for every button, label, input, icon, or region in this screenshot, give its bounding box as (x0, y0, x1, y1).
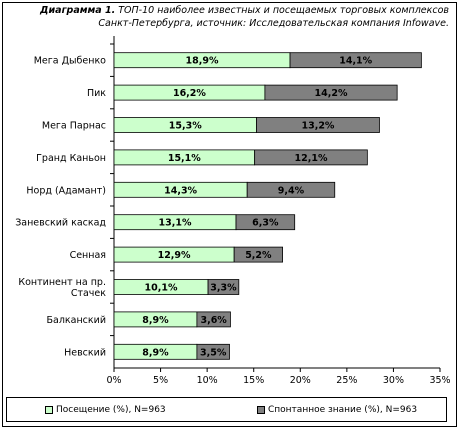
bar-awareness (196, 311, 231, 328)
category-label: Мега Парнас (42, 121, 106, 132)
bar-awareness (256, 117, 380, 133)
data-label-awareness: 3,5% (200, 347, 227, 358)
bar-awareness (235, 214, 296, 231)
data-label-awareness: 3,3% (210, 283, 237, 294)
x-tick-label: 15% (243, 375, 264, 386)
legend-item-visits: Посещение (%), N=963 (45, 405, 166, 415)
x-tick-label: 25% (336, 375, 357, 386)
category-label: Пик (87, 88, 106, 99)
category-label: Сенная (70, 250, 106, 261)
x-tick-label: 20% (290, 375, 311, 386)
data-label-awareness: 14,1% (339, 56, 372, 67)
bar-awareness (196, 343, 230, 360)
data-label-awareness: 3,6% (200, 315, 227, 326)
category-label: Мега Дыбенко (34, 56, 106, 67)
data-label-awareness: 9,4% (278, 185, 305, 196)
category-label: Балканский (47, 315, 107, 326)
data-label-visits: 13,1% (159, 218, 192, 229)
category-label: Гранд Каньон (36, 153, 106, 164)
data-label-visits: 14,3% (164, 185, 197, 196)
legend-swatch-awareness (257, 406, 265, 414)
data-label-awareness: 12,1% (295, 153, 328, 164)
x-tick-label: 0% (106, 375, 121, 386)
bar-awareness (264, 84, 398, 101)
data-label-awareness: 14,2% (315, 88, 348, 99)
bar-awareness (254, 149, 368, 166)
x-tick-label: 35% (429, 375, 450, 386)
data-label-visits: 8,9% (142, 315, 169, 326)
chart-title-line1: ТОП-10 наиболее известных и посещаемых т… (115, 5, 449, 16)
category-label: Норд (Адамант) (26, 185, 106, 196)
category-label: Заневский каскад (15, 218, 106, 229)
legend-item-awareness: Спонтанное знание (%), N=963 (257, 405, 417, 415)
x-tick-label: 5% (153, 375, 168, 386)
legend-swatch-visits (45, 406, 53, 414)
data-label-visits: 15,3% (169, 121, 202, 132)
data-label-visits: 8,9% (142, 347, 169, 358)
x-tick-label: 10% (197, 375, 218, 386)
bar-awareness (207, 279, 240, 295)
category-label: Континент на пр. Стачек (18, 277, 106, 299)
x-tick-label: 30% (383, 375, 404, 386)
bar-awareness (233, 246, 283, 263)
data-label-awareness: 13,2% (301, 121, 334, 132)
data-label-awareness: 5,2% (245, 250, 272, 261)
data-label-visits: 12,9% (158, 250, 191, 261)
data-label-visits: 18,9% (186, 56, 219, 67)
data-label-visits: 10,1% (145, 283, 178, 294)
data-label-visits: 15,1% (168, 153, 201, 164)
bar-awareness (289, 52, 422, 69)
legend-label-visits: Посещение (%), N=963 (56, 405, 166, 415)
legend: Посещение (%), N=963 Спонтанное знание (… (6, 397, 447, 422)
bar-awareness (246, 181, 336, 198)
legend-label-awareness: Спонтанное знание (%), N=963 (268, 405, 418, 415)
chart-title-bold: Диаграмма 1. (40, 5, 116, 16)
chart-title: Диаграмма 1. ТОП-10 наиболее известных и… (4, 4, 449, 30)
data-label-awareness: 6,3% (252, 218, 279, 229)
bar-chart: 0% 5% 10% 15% 20% 25% 30% 35% Мега Дыбенко 18,9% 1… (15, 36, 451, 386)
chart-title-line2: Санкт-Петербурга, источник: Исследовател… (98, 18, 449, 29)
data-label-visits: 16,2% (173, 88, 206, 99)
category-label: Невский (64, 347, 106, 358)
